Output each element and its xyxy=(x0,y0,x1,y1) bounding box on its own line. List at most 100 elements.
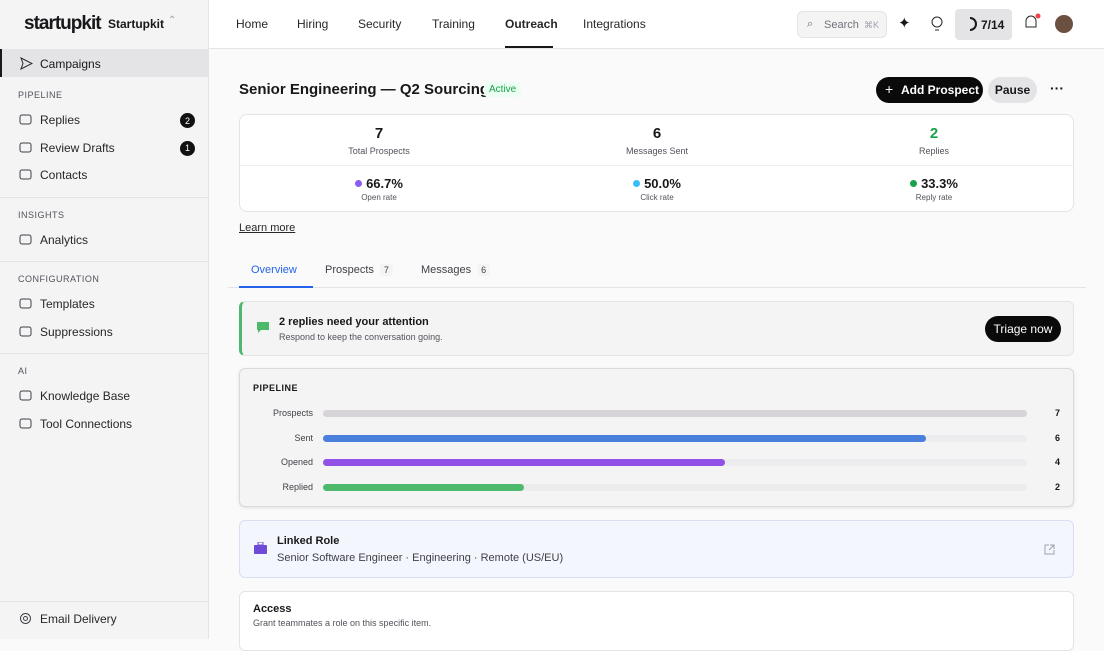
access-card: Access Grant teammates a role on this sp… xyxy=(239,591,1074,651)
stage-count: 2 xyxy=(1054,481,1060,492)
nav-label: Suppressions xyxy=(40,324,113,339)
nav-label: Contacts xyxy=(40,168,88,182)
shortcut: ⌘K xyxy=(864,20,880,30)
external-link-icon[interactable] xyxy=(1044,544,1055,555)
stage-label: Replied xyxy=(282,481,313,492)
more-button[interactable]: ··· xyxy=(1050,80,1064,96)
icon xyxy=(19,169,32,180)
linked-role-title: Linked Role xyxy=(277,535,340,547)
top-tab[interactable]: Outreach xyxy=(505,17,558,31)
nav-item[interactable]: Contacts xyxy=(0,162,208,188)
active-underline xyxy=(505,46,553,48)
nav-item[interactable]: Analytics xyxy=(0,227,208,253)
ai-button[interactable]: ✦ xyxy=(898,15,911,32)
nav-label: Analytics xyxy=(40,232,89,247)
bar xyxy=(323,410,1027,417)
section-title: PIPELINE xyxy=(18,90,63,100)
top-nav: Home Hiring Security Training Outreach Integr… xyxy=(209,0,1104,49)
rate-icon xyxy=(355,180,363,187)
top-tab[interactable]: Security xyxy=(358,17,402,31)
rate-icon xyxy=(910,180,918,187)
tab-underline xyxy=(239,286,313,288)
campaign-title: Senior Engineering — Q2 Sourcing xyxy=(239,81,490,98)
progress-text: 7/14 xyxy=(981,18,1005,32)
linked-role-text: Senior Software Engineer · Engineering ·… xyxy=(277,552,564,564)
nav-item[interactable]: Suppressions xyxy=(0,319,208,345)
plus-icon: + xyxy=(885,81,894,97)
top-tab[interactable]: Hiring xyxy=(297,17,329,31)
stats-card: 7 Total Prospects 6 Messages Sent 2 Replies 66… xyxy=(239,114,1074,212)
rate-text: 50.0% xyxy=(644,176,681,191)
stat-label: Messages Sent xyxy=(625,146,689,156)
stat-value: 7 xyxy=(374,125,384,142)
search-placeholder: Search xyxy=(824,19,859,31)
icon xyxy=(19,298,32,309)
badge: 1 xyxy=(180,140,195,156)
triage-button[interactable]: Triage now xyxy=(985,316,1061,342)
stage-count: 7 xyxy=(1054,408,1060,418)
stage-label: Prospects xyxy=(272,408,313,418)
search-box[interactable]: ⌕ Search ⌘K xyxy=(797,11,887,38)
nav-item-active[interactable]: Campaigns xyxy=(0,49,208,77)
top-tab[interactable]: Integrations xyxy=(583,17,646,31)
pause-button[interactable]: Pause xyxy=(988,77,1037,103)
add-prospect-button[interactable]: + Add Prospect xyxy=(876,77,983,103)
nav-label: Review Drafts xyxy=(40,140,115,155)
tab[interactable]: Messages 6 xyxy=(421,264,491,276)
nav-label: Knowledge Base xyxy=(40,389,131,403)
tab-label: Prospects xyxy=(325,264,374,276)
rate-label: Click rate xyxy=(640,193,674,202)
badge: 2 xyxy=(180,113,195,128)
workspace[interactable]: Startupkit xyxy=(108,17,165,31)
top-tab[interactable]: Home xyxy=(236,17,269,31)
bar xyxy=(323,434,927,442)
alert-title: 2 replies need your attention xyxy=(279,316,429,328)
icon xyxy=(19,326,32,336)
avatar[interactable] xyxy=(1055,15,1073,33)
nav-item[interactable]: Knowledge Base xyxy=(0,383,208,409)
learn-more-link[interactable]: Learn more xyxy=(239,222,296,234)
workspace-switch[interactable]: ⌃ xyxy=(168,15,177,26)
tab-count: 6 xyxy=(477,264,491,276)
rate-value: 50.0% xyxy=(557,176,757,191)
linked-role-card[interactable]: Linked Role Senior Software Engineer · E… xyxy=(239,520,1074,578)
notifications[interactable] xyxy=(1022,13,1042,33)
access-title: Access xyxy=(253,603,292,615)
icon xyxy=(19,390,32,401)
ideas-button[interactable] xyxy=(930,16,944,32)
nav-label: Email Delivery xyxy=(40,612,117,626)
bar-track xyxy=(323,483,1027,491)
icon xyxy=(19,234,32,244)
progress-ring xyxy=(969,17,977,31)
progress-chip[interactable]: 7/14 xyxy=(955,9,1012,40)
stat-value: 2 xyxy=(929,125,939,142)
nav-item[interactable]: Review Drafts 1 xyxy=(0,135,208,161)
icon xyxy=(19,114,32,125)
stat-label: Replies xyxy=(918,146,949,156)
footer: Email Delivery xyxy=(0,601,208,639)
section-title: INSIGHTS xyxy=(18,209,65,220)
pipeline-card: PIPELINE Prospects 7 Sent 6 Opened 4 Replied 2 xyxy=(239,368,1074,507)
nav-item[interactable]: Replies 2 xyxy=(0,107,208,133)
nav-item[interactable]: Email Delivery xyxy=(0,606,208,632)
rate-text: 33.3% xyxy=(921,176,958,191)
tab[interactable]: Prospects 7 xyxy=(325,264,393,276)
nav-label: Templates xyxy=(40,297,95,311)
icon xyxy=(19,142,32,152)
briefcase-icon xyxy=(254,542,267,554)
rate-text: 66.7% xyxy=(366,176,403,191)
tabs-rule xyxy=(228,287,1086,288)
nav-item[interactable]: Tool Connections xyxy=(0,411,208,437)
divider xyxy=(0,196,208,198)
nav-item[interactable]: Templates xyxy=(0,291,208,317)
nav-label: Campaigns xyxy=(40,57,101,71)
section-title: CONFIGURATION xyxy=(18,274,100,284)
access-text: Grant teammates a role on this specific … xyxy=(253,618,432,628)
tab[interactable]: Overview xyxy=(251,264,297,276)
pipeline-title: PIPELINE xyxy=(253,383,299,393)
rate-label: Open rate xyxy=(361,193,397,202)
stage-count: 4 xyxy=(1054,457,1060,467)
top-tab[interactable]: Training xyxy=(432,17,475,31)
nav-label: Replies xyxy=(40,113,81,127)
alert-text: Respond to keep the conversation going. xyxy=(279,332,443,342)
